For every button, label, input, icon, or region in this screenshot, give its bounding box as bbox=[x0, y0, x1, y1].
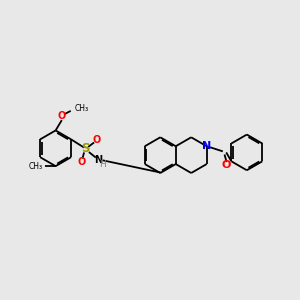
Text: CH₃: CH₃ bbox=[74, 104, 88, 113]
Text: O: O bbox=[221, 160, 231, 170]
Text: N: N bbox=[202, 141, 211, 151]
Text: O: O bbox=[77, 157, 86, 167]
Text: O: O bbox=[92, 135, 101, 146]
Text: O: O bbox=[58, 111, 66, 121]
Text: N: N bbox=[94, 155, 103, 165]
Text: CH₃: CH₃ bbox=[28, 162, 43, 171]
Text: H: H bbox=[100, 160, 106, 169]
Text: S: S bbox=[81, 142, 90, 155]
